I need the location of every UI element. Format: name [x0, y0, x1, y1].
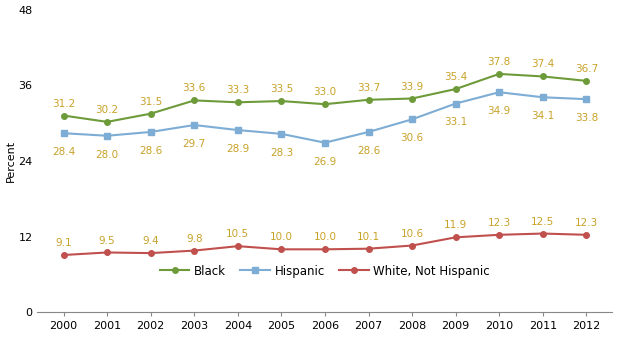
Y-axis label: Percent: Percent [6, 140, 15, 182]
White, Not Hispanic [147, 251, 154, 255]
Text: 33.8: 33.8 [575, 113, 598, 123]
Text: 33.7: 33.7 [357, 83, 380, 93]
Text: 10.0: 10.0 [313, 233, 336, 242]
Text: 33.9: 33.9 [400, 82, 424, 92]
Text: 35.4: 35.4 [444, 72, 467, 82]
Hispanic [496, 90, 503, 94]
Text: 37.4: 37.4 [531, 60, 554, 69]
Black [277, 99, 285, 103]
White, Not Hispanic [583, 233, 590, 237]
Text: 9.5: 9.5 [99, 236, 116, 246]
Black [60, 114, 67, 118]
Hispanic [583, 97, 590, 101]
Hispanic [539, 95, 546, 99]
Text: 34.9: 34.9 [488, 106, 511, 116]
Text: 31.2: 31.2 [52, 99, 75, 109]
Text: 28.4: 28.4 [52, 147, 75, 157]
Text: 33.0: 33.0 [313, 87, 337, 97]
Line: White, Not Hispanic: White, Not Hispanic [61, 231, 589, 258]
Text: 28.9: 28.9 [226, 144, 250, 154]
Text: 29.7: 29.7 [183, 139, 206, 149]
White, Not Hispanic [539, 232, 546, 236]
Black [583, 79, 590, 83]
Line: Hispanic: Hispanic [61, 89, 589, 146]
Text: 10.6: 10.6 [400, 228, 423, 239]
Hispanic [408, 117, 416, 121]
Text: 30.6: 30.6 [400, 133, 423, 143]
Text: 33.1: 33.1 [444, 118, 467, 127]
Text: 28.6: 28.6 [357, 146, 380, 156]
Hispanic [365, 130, 372, 134]
Black [408, 96, 416, 100]
Black [496, 72, 503, 76]
Black [452, 87, 459, 91]
Black [234, 100, 242, 104]
Text: 30.2: 30.2 [96, 105, 119, 115]
Text: 10.5: 10.5 [226, 229, 250, 239]
Text: 10.0: 10.0 [270, 233, 293, 242]
Black [365, 98, 372, 102]
Text: 31.5: 31.5 [139, 97, 163, 107]
Hispanic [190, 123, 198, 127]
Hispanic [321, 141, 329, 145]
Text: 9.8: 9.8 [186, 234, 203, 244]
Text: 9.4: 9.4 [142, 236, 159, 246]
Text: 36.7: 36.7 [575, 64, 598, 74]
Text: 33.6: 33.6 [183, 84, 206, 93]
Text: 9.1: 9.1 [55, 238, 72, 248]
Text: 12.5: 12.5 [531, 217, 554, 226]
Black [103, 120, 111, 124]
Hispanic [103, 134, 111, 138]
Hispanic [60, 131, 67, 135]
Hispanic [147, 130, 154, 134]
Text: 26.9: 26.9 [313, 157, 337, 166]
White, Not Hispanic [277, 247, 285, 251]
Black [147, 112, 154, 116]
Legend: Black, Hispanic, White, Not Hispanic: Black, Hispanic, White, Not Hispanic [155, 260, 494, 282]
Hispanic [277, 132, 285, 136]
White, Not Hispanic [452, 235, 459, 239]
Black [539, 74, 546, 79]
White, Not Hispanic [103, 250, 111, 254]
Text: 34.1: 34.1 [531, 111, 554, 121]
Text: 33.3: 33.3 [226, 85, 250, 95]
Black [190, 98, 198, 102]
Text: 37.8: 37.8 [488, 57, 511, 67]
White, Not Hispanic [365, 247, 372, 251]
Text: 10.1: 10.1 [357, 232, 380, 242]
Text: 11.9: 11.9 [444, 220, 467, 231]
Text: 28.3: 28.3 [270, 148, 293, 158]
Hispanic [234, 128, 242, 132]
White, Not Hispanic [321, 247, 329, 251]
Text: 28.6: 28.6 [139, 146, 163, 156]
Text: 12.3: 12.3 [575, 218, 598, 228]
Text: 33.5: 33.5 [270, 84, 293, 94]
Text: 28.0: 28.0 [96, 150, 119, 160]
White, Not Hispanic [190, 249, 198, 253]
White, Not Hispanic [234, 244, 242, 248]
White, Not Hispanic [60, 253, 67, 257]
White, Not Hispanic [496, 233, 503, 237]
Line: Black: Black [61, 71, 589, 125]
White, Not Hispanic [408, 244, 416, 248]
Hispanic [452, 101, 459, 105]
Black [321, 102, 329, 106]
Text: 12.3: 12.3 [488, 218, 511, 228]
